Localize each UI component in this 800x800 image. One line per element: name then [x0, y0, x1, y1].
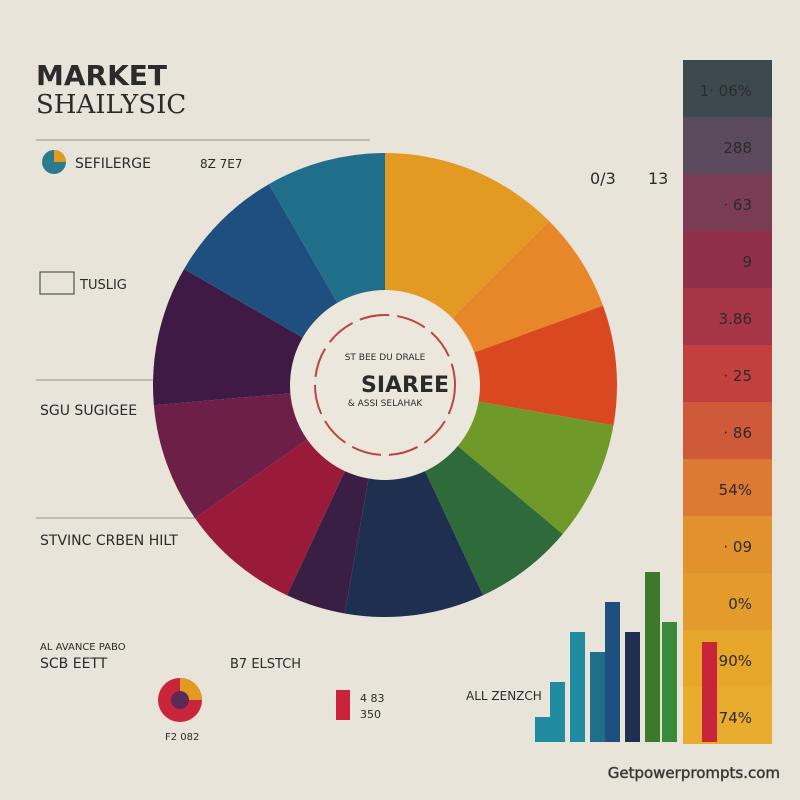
strip-band: [683, 687, 772, 744]
strip-band: [683, 60, 772, 117]
strip-label: · 63: [723, 196, 752, 214]
mini-pie: [171, 691, 189, 709]
strip-label: 90%: [719, 652, 752, 670]
strip-band: [683, 516, 772, 573]
stat: 4 83: [360, 692, 385, 705]
strip-band: [683, 117, 772, 174]
title-line: SHAILYSIC: [36, 90, 186, 120]
section-kicker: AL AVANCE PABO: [40, 642, 126, 653]
deco-bar: [590, 652, 605, 742]
section-title: SCB EETT: [40, 656, 108, 672]
section-title: B7 ELSTCH: [230, 657, 301, 672]
deco-bar: [535, 717, 550, 742]
watermark: Getpowerprompts.com: [608, 764, 780, 782]
strip-band: [683, 288, 772, 345]
strip-band: [683, 345, 772, 402]
donut-subtitle: ST BEE DU DRALE: [345, 353, 426, 363]
deco-bar: [550, 682, 565, 742]
strip-label: 74%: [719, 709, 752, 727]
title-line: MARKET: [36, 59, 167, 92]
icon: [336, 690, 350, 720]
strip-label: 0%: [728, 595, 752, 613]
strip-label: · 25: [723, 367, 752, 385]
deco-bar: [570, 632, 585, 742]
callout: 13: [648, 169, 668, 188]
strip-band: [683, 573, 772, 630]
bar-cluster: [535, 572, 717, 742]
donut-segment: [385, 305, 617, 426]
deco-bar: [662, 622, 677, 742]
strip-label: 9: [742, 253, 752, 271]
section-title: STVINC CRBEN HILT: [40, 533, 178, 549]
strip-label: 288: [723, 139, 752, 157]
ring: [314, 314, 456, 456]
deco-bar: [702, 642, 717, 742]
strip-band: [683, 630, 772, 687]
deco-bar: [645, 572, 660, 742]
stat: 350: [360, 708, 381, 721]
callout: 0/3: [590, 169, 616, 188]
bars-title: ALL ZENZCH: [466, 689, 542, 703]
strip-label: 54%: [719, 481, 752, 499]
pie-label: F2 082: [165, 732, 199, 743]
section-title: TUSLIG: [79, 278, 127, 293]
strip-band: [683, 402, 772, 459]
strip-band: [683, 231, 772, 288]
section-title: SEFILERGE: [75, 156, 151, 172]
deco-bar: [605, 602, 620, 742]
icon: [54, 150, 66, 162]
strip-band: [683, 174, 772, 231]
section-note: 8Z 7E7: [200, 157, 243, 171]
strip-label: · 09: [723, 538, 752, 556]
icon: [39, 271, 75, 295]
deco-bar: [625, 632, 640, 742]
strip-label: 1· 06%: [700, 82, 752, 100]
strip-band: [683, 459, 772, 516]
strip-label: 3.86: [719, 310, 752, 328]
donut-title: SIAREE: [361, 373, 449, 398]
donut-hole: [290, 290, 480, 480]
strip-label: · 86: [723, 424, 752, 442]
color-strip: 1· 06% 288 · 63 9 3.86 · 25 · 86 54% · 09 0% 90% 74…: [683, 60, 772, 744]
section-title: SGU SUGIGEE: [40, 403, 137, 419]
donut-subtitle: & ASSI SELAHAK: [348, 399, 424, 409]
